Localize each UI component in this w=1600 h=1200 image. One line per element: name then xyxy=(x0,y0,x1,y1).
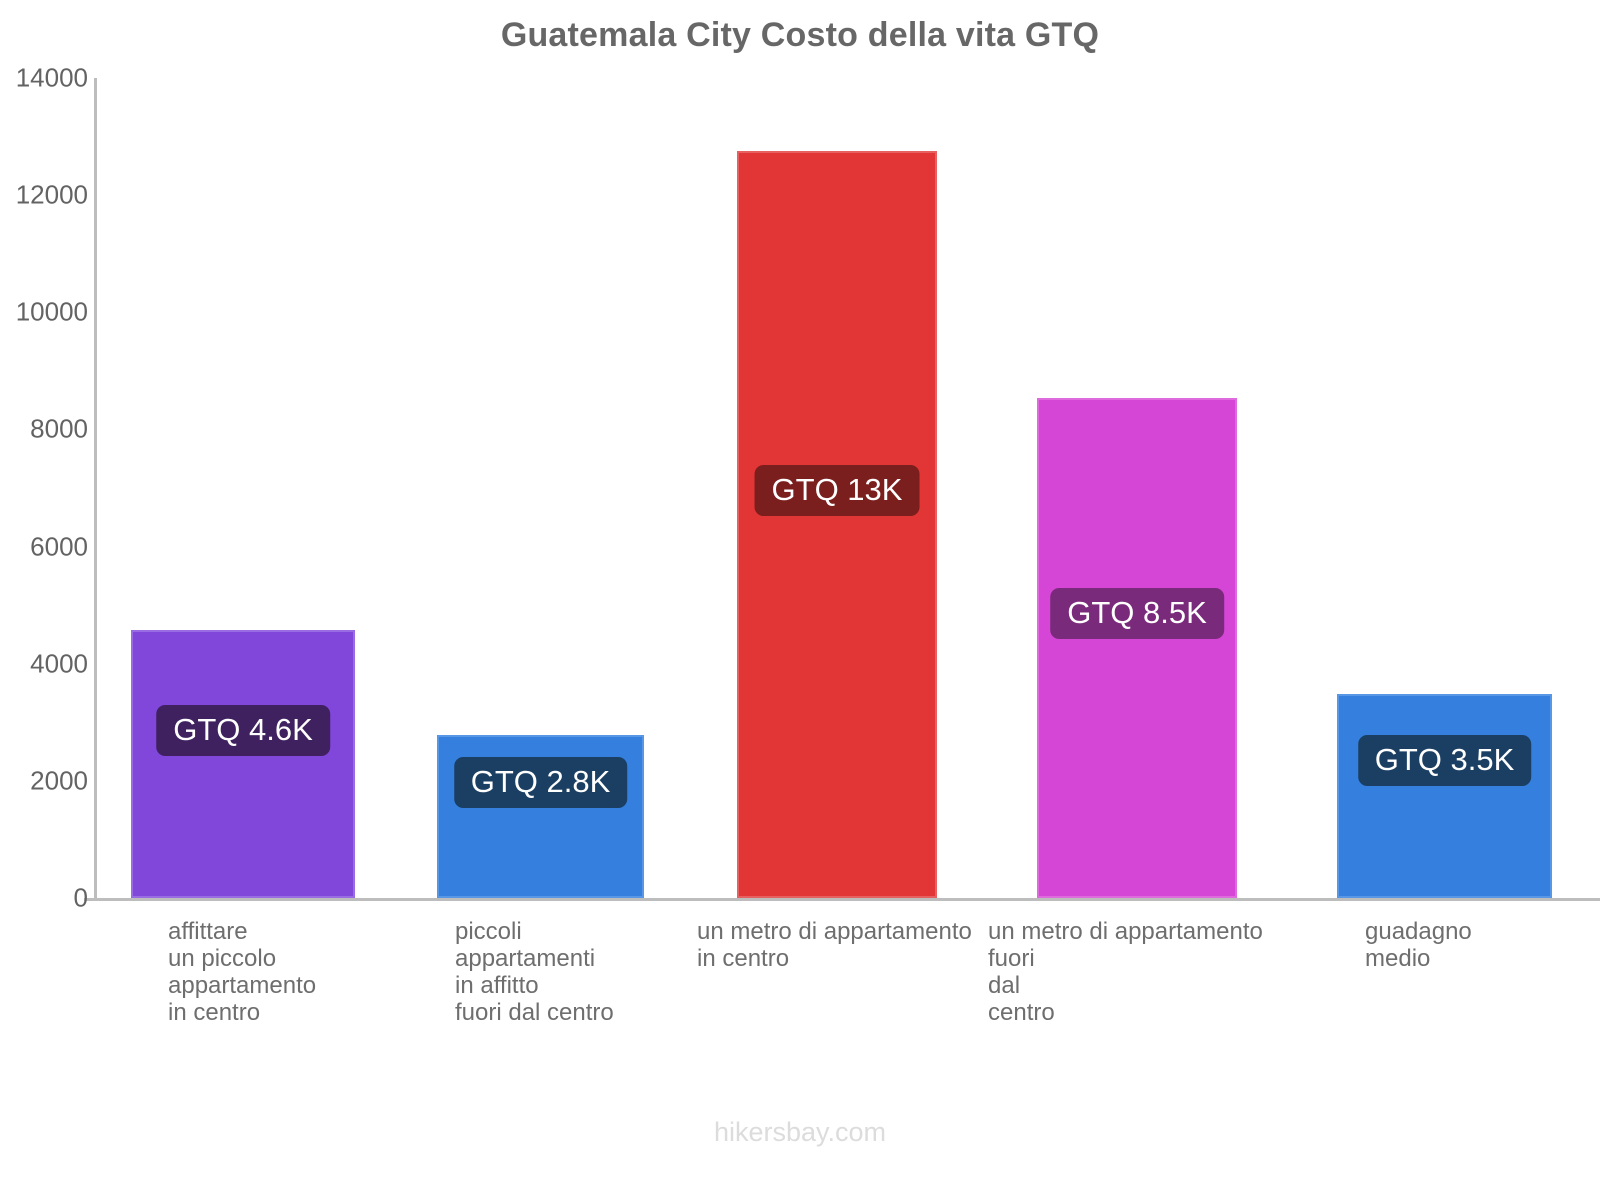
x-axis-line xyxy=(84,898,1600,901)
bar[interactable]: GTQ 4.6K xyxy=(131,630,355,898)
x-axis-category-label: un metro di appartamento in centro xyxy=(697,918,972,972)
y-axis-tick-label: 0 xyxy=(73,882,88,913)
bar[interactable]: GTQ 8.5K xyxy=(1037,397,1237,898)
y-axis-tick-label: 12000 xyxy=(15,179,88,210)
bar[interactable]: GTQ 13K xyxy=(737,150,937,898)
bar-value-label: GTQ 4.6K xyxy=(156,705,330,756)
bar-value-label: GTQ 8.5K xyxy=(1050,588,1224,639)
bar[interactable]: GTQ 3.5K xyxy=(1337,694,1552,898)
x-axis-category-label: piccoli appartamenti in affitto fuori da… xyxy=(455,918,614,1026)
y-axis-tick-labels: 0 2000 4000 6000 8000 10000 12000 14000 xyxy=(0,0,88,1200)
chart-title: Guatemala City Costo della vita GTQ xyxy=(500,16,1100,54)
bar-value-label: GTQ 3.5K xyxy=(1357,735,1532,786)
y-axis-tick-label: 2000 xyxy=(30,765,88,796)
bar[interactable]: GTQ 2.8K xyxy=(437,734,644,898)
y-axis-tick-label: 14000 xyxy=(15,62,88,93)
x-axis-category-label: guadagno medio xyxy=(1365,918,1472,972)
x-axis-category-label: affittare un piccolo appartamento in cen… xyxy=(168,918,317,1026)
source-watermark: hikersbay.com xyxy=(713,1117,887,1147)
y-axis-tick-label: 8000 xyxy=(30,413,88,444)
y-axis-tick-label: 6000 xyxy=(30,531,88,562)
x-axis-category-labels: affittare un piccolo appartamento in cen… xyxy=(0,918,1600,1088)
x-axis-category-label: un metro di appartamento fuori dal centr… xyxy=(988,918,1263,1026)
bar-value-label: GTQ 2.8K xyxy=(453,757,628,808)
y-axis-tick-label: 10000 xyxy=(15,296,88,327)
bar-value-label: GTQ 13K xyxy=(754,465,920,516)
y-axis-line xyxy=(94,78,97,900)
y-axis-tick-label: 4000 xyxy=(30,648,88,679)
